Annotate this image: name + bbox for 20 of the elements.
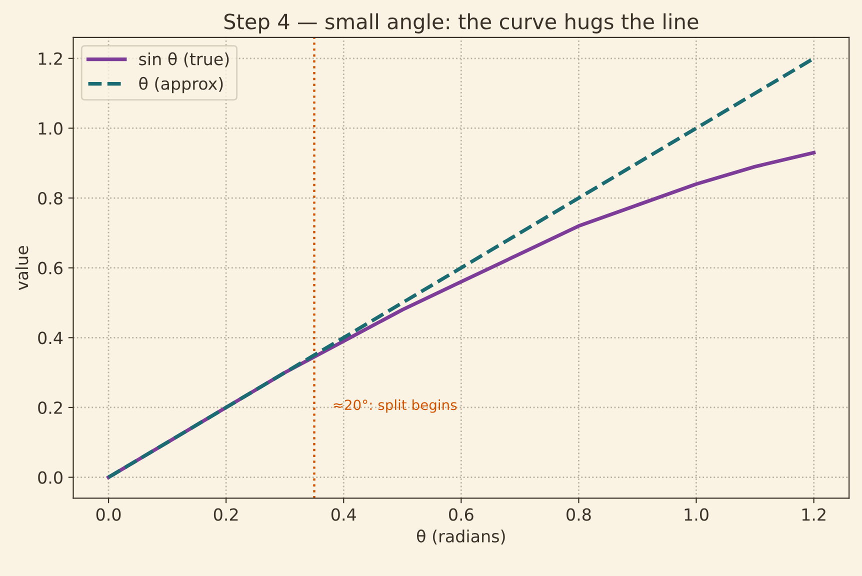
y-axis-title: value [15,246,28,290]
x-tick-label: 0.4 [331,508,356,521]
y-tick-label: 1.2 [38,52,62,65]
y-tick-label: 0.2 [38,401,62,414]
x-axis-title: θ (radians) [416,530,505,545]
y-tick-label: 0.6 [38,262,62,274]
x-tick-label: 0.0 [96,508,121,521]
y-tick-label: 0.4 [38,332,63,344]
x-tick-label: 0.8 [566,508,591,521]
x-tick-label: 1.2 [802,508,826,521]
annotation: ≈20°: split begins [334,399,457,413]
y-tick-label: 0.0 [38,471,62,484]
x-tick-label: 0.6 [449,508,474,521]
x-tick-label: 1.0 [684,508,708,521]
y-tick-label: 0.8 [38,192,62,205]
y-tick-label: 1.0 [38,122,62,135]
legend-label: sin θ (true) [139,52,229,68]
x-tick-label: 0.2 [214,508,238,521]
legend-label: θ (approx) [139,76,223,94]
chart-title: Step 4 — small angle: the curve hugs the line [224,13,698,34]
